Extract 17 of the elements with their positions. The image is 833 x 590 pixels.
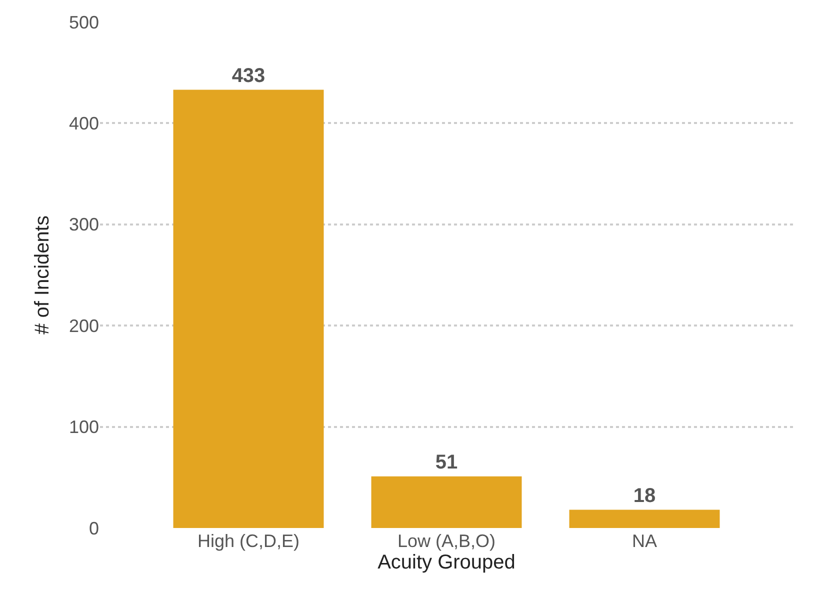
x-tick-label: Low (A,B,O) <box>397 531 496 551</box>
data-label: 433 <box>232 64 266 87</box>
y-tick-label: 0 <box>88 518 99 538</box>
y-tick-label: 100 <box>68 417 99 438</box>
data-label: 51 <box>435 451 458 474</box>
x-tick-label: High (C,D,E) <box>197 531 300 551</box>
x-axis-title: Acuity Grouped <box>378 552 516 574</box>
y-tick-label: 500 <box>68 12 99 32</box>
bar <box>371 476 522 528</box>
y-tick-label: 400 <box>68 114 99 134</box>
bar <box>569 510 720 528</box>
bar <box>173 90 324 528</box>
y-tick-label: 300 <box>68 214 99 235</box>
y-tick-label: 200 <box>68 316 99 336</box>
data-label: 18 <box>633 484 656 507</box>
x-tick-label: NA <box>632 531 658 551</box>
y-axis-title: # of Incidents <box>31 216 54 334</box>
